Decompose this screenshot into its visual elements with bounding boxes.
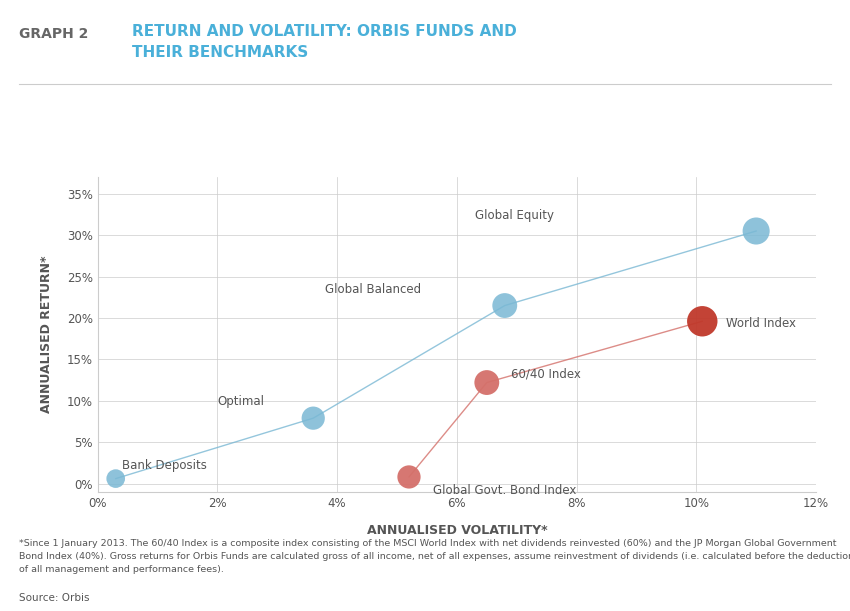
Point: [480, 378, 494, 387]
Point: [498, 301, 512, 310]
Text: World Index: World Index: [726, 317, 796, 331]
X-axis label: ANNUALISED VOLATILITY*: ANNUALISED VOLATILITY*: [366, 524, 547, 536]
Text: *Since 1 January 2013. The 60/40 Index is a composite index consisting of the MS: *Since 1 January 2013. The 60/40 Index i…: [19, 539, 850, 574]
Text: Optimal: Optimal: [218, 395, 264, 408]
Text: Bank Deposits: Bank Deposits: [122, 459, 207, 472]
Text: RETURN AND VOLATILITY: ORBIS FUNDS AND
THEIR BENCHMARKS: RETURN AND VOLATILITY: ORBIS FUNDS AND T…: [132, 24, 517, 60]
Point: [109, 474, 122, 483]
Text: Global Govt. Bond Index: Global Govt. Bond Index: [433, 483, 576, 497]
Y-axis label: ANNUALISED RETURN*: ANNUALISED RETURN*: [40, 256, 53, 413]
Text: 60/40 Index: 60/40 Index: [511, 368, 581, 381]
Text: GRAPH 2: GRAPH 2: [19, 27, 88, 42]
Point: [306, 413, 320, 423]
Text: Global Equity: Global Equity: [475, 209, 554, 222]
Point: [750, 226, 763, 236]
Point: [695, 316, 709, 326]
Point: [402, 472, 416, 482]
Text: Global Balanced: Global Balanced: [326, 284, 422, 296]
Text: Source: Orbis: Source: Orbis: [19, 593, 89, 602]
